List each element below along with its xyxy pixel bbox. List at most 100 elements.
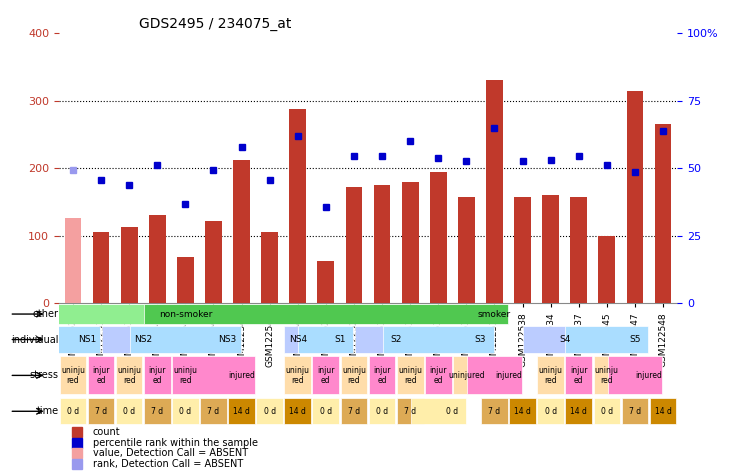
FancyBboxPatch shape <box>144 304 508 324</box>
Bar <box>654 124 671 303</box>
Text: injur
ed: injur ed <box>92 366 110 385</box>
FancyBboxPatch shape <box>565 326 648 353</box>
Text: 14 d: 14 d <box>570 407 587 416</box>
FancyBboxPatch shape <box>46 326 100 353</box>
Text: 14 d: 14 d <box>289 407 306 416</box>
Text: S1: S1 <box>334 335 346 344</box>
FancyBboxPatch shape <box>116 356 143 394</box>
Text: 0 d: 0 d <box>319 407 332 416</box>
Text: uninju
red: uninju red <box>595 366 619 385</box>
FancyBboxPatch shape <box>369 356 395 394</box>
FancyBboxPatch shape <box>172 356 199 394</box>
Text: injur
ed: injur ed <box>149 366 166 385</box>
Text: injured: injured <box>636 371 662 380</box>
FancyBboxPatch shape <box>0 304 199 324</box>
Text: uninju
red: uninju red <box>174 366 197 385</box>
FancyBboxPatch shape <box>144 398 171 425</box>
Text: 7 d: 7 d <box>348 407 360 416</box>
Text: uninju
red: uninju red <box>342 366 366 385</box>
FancyBboxPatch shape <box>172 398 199 425</box>
Text: other: other <box>33 309 59 319</box>
Text: S2: S2 <box>390 335 402 344</box>
FancyBboxPatch shape <box>60 398 86 425</box>
FancyBboxPatch shape <box>565 398 592 425</box>
Bar <box>177 257 194 303</box>
Bar <box>598 236 615 303</box>
FancyBboxPatch shape <box>284 356 311 394</box>
Bar <box>261 232 278 303</box>
Text: 14 d: 14 d <box>514 407 531 416</box>
Text: injur
ed: injur ed <box>317 366 335 385</box>
Bar <box>121 227 138 303</box>
FancyBboxPatch shape <box>355 326 409 353</box>
Text: uninju
red: uninju red <box>117 366 141 385</box>
Text: rank, Detection Call = ABSENT: rank, Detection Call = ABSENT <box>93 459 243 469</box>
Bar <box>233 160 250 303</box>
Bar <box>289 109 306 303</box>
Text: 0 d: 0 d <box>263 407 276 416</box>
Bar <box>430 172 447 303</box>
Bar <box>570 197 587 303</box>
FancyBboxPatch shape <box>537 398 564 425</box>
Text: 0 d: 0 d <box>545 407 556 416</box>
FancyBboxPatch shape <box>383 326 494 353</box>
FancyBboxPatch shape <box>341 398 367 425</box>
Bar <box>65 218 82 303</box>
FancyBboxPatch shape <box>453 356 480 394</box>
Text: NS3: NS3 <box>219 335 236 344</box>
Text: uninju
red: uninju red <box>286 366 310 385</box>
Text: non-smoker: non-smoker <box>159 310 212 319</box>
Text: 0 d: 0 d <box>180 407 191 416</box>
Text: 0 d: 0 d <box>376 407 388 416</box>
FancyBboxPatch shape <box>144 356 171 394</box>
Text: value, Detection Call = ABSENT: value, Detection Call = ABSENT <box>93 448 248 458</box>
FancyBboxPatch shape <box>256 398 283 425</box>
FancyBboxPatch shape <box>313 398 339 425</box>
Text: NS2: NS2 <box>134 335 152 344</box>
Text: 7 d: 7 d <box>489 407 500 416</box>
Text: S3: S3 <box>475 335 486 344</box>
Bar <box>486 81 503 303</box>
FancyBboxPatch shape <box>425 356 452 394</box>
Bar <box>93 232 110 303</box>
FancyBboxPatch shape <box>411 398 466 425</box>
FancyBboxPatch shape <box>593 398 620 425</box>
FancyBboxPatch shape <box>607 356 662 394</box>
FancyBboxPatch shape <box>537 356 564 394</box>
Text: 0 d: 0 d <box>123 407 135 416</box>
FancyBboxPatch shape <box>593 356 620 394</box>
Text: GDS2495 / 234075_at: GDS2495 / 234075_at <box>139 17 291 31</box>
Bar <box>458 197 475 303</box>
Bar <box>205 221 222 303</box>
FancyBboxPatch shape <box>102 326 157 353</box>
FancyBboxPatch shape <box>650 398 676 425</box>
Text: uninju
red: uninju red <box>398 366 422 385</box>
Text: S5: S5 <box>629 335 641 344</box>
FancyBboxPatch shape <box>622 398 648 425</box>
FancyBboxPatch shape <box>60 356 86 394</box>
Text: uninjured: uninjured <box>448 371 485 380</box>
FancyBboxPatch shape <box>284 326 311 353</box>
FancyBboxPatch shape <box>509 398 536 425</box>
FancyBboxPatch shape <box>369 398 395 425</box>
FancyBboxPatch shape <box>116 398 143 425</box>
Text: smoker: smoker <box>478 310 511 319</box>
Text: 7 d: 7 d <box>95 407 107 416</box>
Text: 7 d: 7 d <box>629 407 641 416</box>
FancyBboxPatch shape <box>565 356 592 394</box>
FancyBboxPatch shape <box>481 398 508 425</box>
Bar <box>542 195 559 303</box>
Text: 14 d: 14 d <box>233 407 250 416</box>
Text: stress: stress <box>30 370 59 381</box>
Text: count: count <box>93 427 121 437</box>
FancyBboxPatch shape <box>341 356 367 394</box>
Bar <box>317 261 334 303</box>
Bar <box>149 216 166 303</box>
FancyBboxPatch shape <box>467 356 522 394</box>
Text: injured: injured <box>228 371 255 380</box>
Bar <box>514 197 531 303</box>
FancyBboxPatch shape <box>172 356 255 394</box>
Bar <box>374 185 391 303</box>
Text: percentile rank within the sample: percentile rank within the sample <box>93 438 258 447</box>
Text: NS1: NS1 <box>78 335 96 344</box>
